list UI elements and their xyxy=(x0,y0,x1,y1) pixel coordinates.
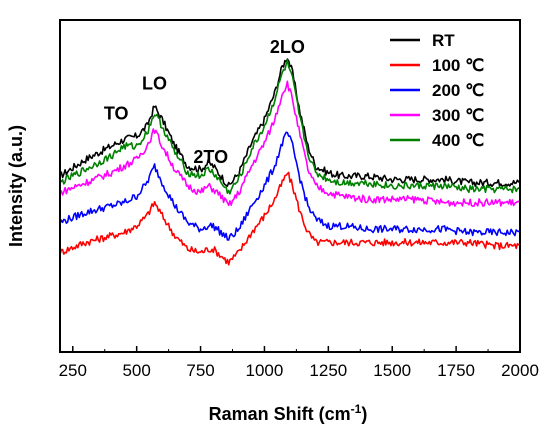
legend: RT 100 ℃ 200 ℃ 300 ℃ 400 ℃ xyxy=(390,31,484,150)
series-layer xyxy=(59,58,521,266)
x-tick-label-5: 1500 xyxy=(373,361,411,380)
x-axis-title-superscript: -1 xyxy=(351,402,362,416)
peak-annotation-layer: TO LO 2TO 2LO xyxy=(104,37,305,167)
legend-label-1: 100 ℃ xyxy=(432,56,484,75)
legend-label-4: 400 ℃ xyxy=(432,131,484,150)
x-axis-title-close: ) xyxy=(361,404,367,424)
series-line-0 xyxy=(59,58,521,188)
x-tick-label-4: 1250 xyxy=(309,361,347,380)
series-line-3 xyxy=(59,80,521,207)
series-line-4 xyxy=(59,59,521,195)
x-tick-label-0: 250 xyxy=(59,361,87,380)
peak-label-2to: 2TO xyxy=(193,147,228,167)
x-tick-label-3: 1000 xyxy=(246,361,284,380)
x-tick-label-1: 500 xyxy=(122,361,150,380)
peak-label-lo: LO xyxy=(142,74,167,94)
x-tick-label-6: 1750 xyxy=(437,361,475,380)
y-axis-title: Intensity (a.u.) xyxy=(6,125,26,247)
x-axis-title: Raman Shift (cm-1) xyxy=(209,402,368,424)
x-axis-title-main: Raman Shift (cm xyxy=(209,404,351,424)
plot-frame xyxy=(59,19,521,353)
series-line-2 xyxy=(59,131,521,241)
legend-label-3: 300 ℃ xyxy=(432,106,484,125)
x-tick-label-2: 750 xyxy=(186,361,214,380)
legend-label-2: 200 ℃ xyxy=(432,81,484,100)
x-tick-layer: 250 500 750 1000 1250 1500 1750 2000 xyxy=(59,346,539,380)
series-line-1 xyxy=(59,171,521,266)
peak-label-2lo: 2LO xyxy=(270,37,305,57)
x-tick-label-7: 2000 xyxy=(501,361,539,380)
peak-label-to: TO xyxy=(104,104,129,124)
legend-label-0: RT xyxy=(432,31,455,50)
